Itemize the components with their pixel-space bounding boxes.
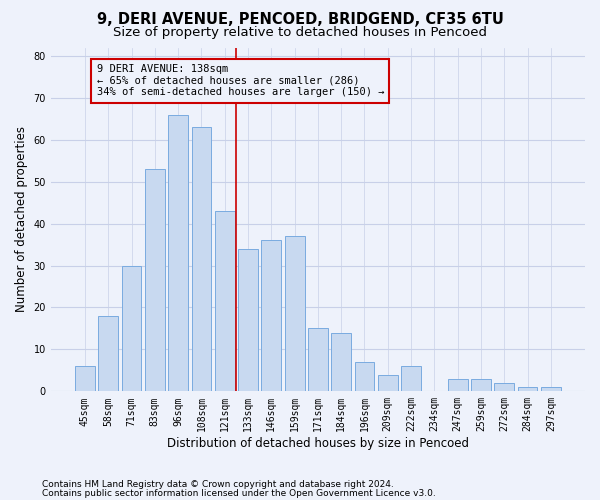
- Bar: [191, 127, 211, 392]
- Bar: [98, 316, 118, 392]
- Bar: [308, 328, 328, 392]
- Bar: [518, 387, 538, 392]
- Bar: [471, 379, 491, 392]
- Bar: [122, 266, 142, 392]
- Bar: [331, 332, 351, 392]
- Bar: [448, 379, 467, 392]
- Bar: [378, 374, 398, 392]
- Text: 9, DERI AVENUE, PENCOED, BRIDGEND, CF35 6TU: 9, DERI AVENUE, PENCOED, BRIDGEND, CF35 …: [97, 12, 503, 28]
- Bar: [238, 249, 258, 392]
- Text: 9 DERI AVENUE: 138sqm
← 65% of detached houses are smaller (286)
34% of semi-det: 9 DERI AVENUE: 138sqm ← 65% of detached …: [97, 64, 384, 98]
- Bar: [168, 114, 188, 392]
- Text: Contains public sector information licensed under the Open Government Licence v3: Contains public sector information licen…: [42, 488, 436, 498]
- Bar: [75, 366, 95, 392]
- Bar: [285, 236, 305, 392]
- Bar: [145, 169, 165, 392]
- Bar: [541, 387, 561, 392]
- Text: Contains HM Land Registry data © Crown copyright and database right 2024.: Contains HM Land Registry data © Crown c…: [42, 480, 394, 489]
- Bar: [401, 366, 421, 392]
- Bar: [494, 383, 514, 392]
- Y-axis label: Number of detached properties: Number of detached properties: [15, 126, 28, 312]
- Text: Size of property relative to detached houses in Pencoed: Size of property relative to detached ho…: [113, 26, 487, 39]
- Bar: [215, 211, 235, 392]
- Bar: [262, 240, 281, 392]
- Bar: [355, 362, 374, 392]
- X-axis label: Distribution of detached houses by size in Pencoed: Distribution of detached houses by size …: [167, 437, 469, 450]
